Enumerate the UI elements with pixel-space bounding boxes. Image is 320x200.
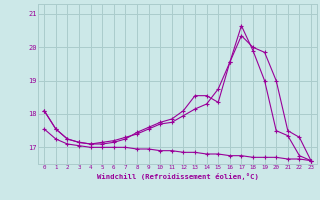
X-axis label: Windchill (Refroidissement éolien,°C): Windchill (Refroidissement éolien,°C) — [97, 173, 259, 180]
